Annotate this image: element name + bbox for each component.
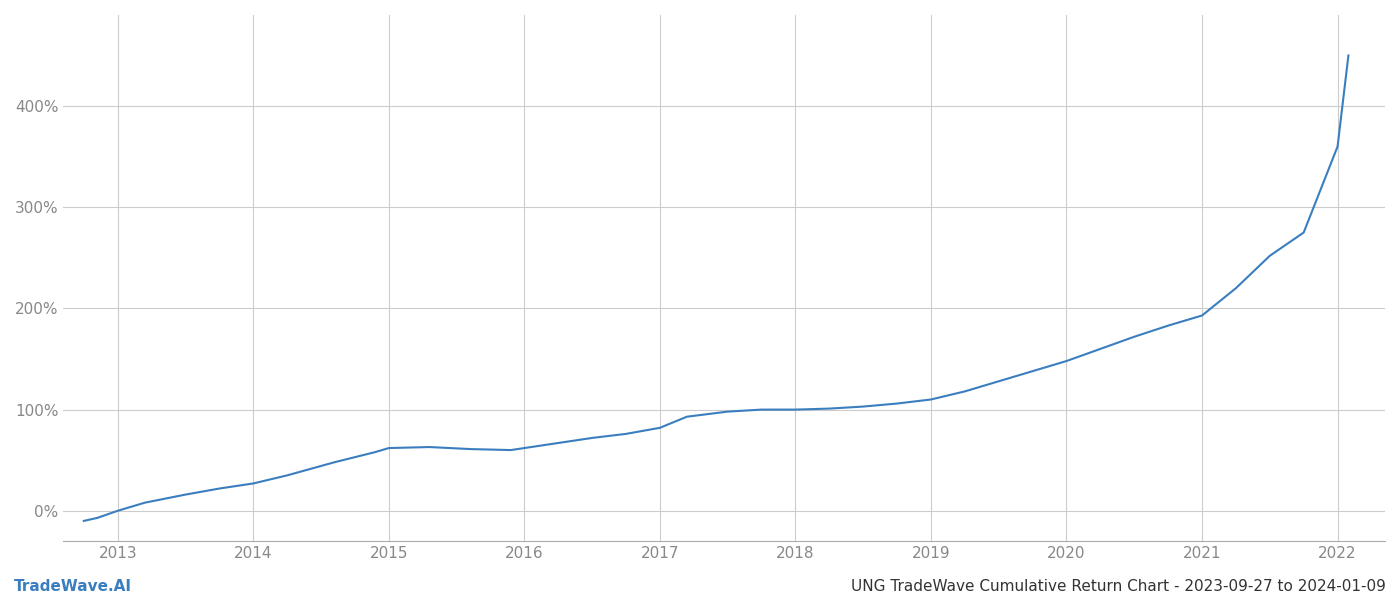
Text: UNG TradeWave Cumulative Return Chart - 2023-09-27 to 2024-01-09: UNG TradeWave Cumulative Return Chart - … [851,579,1386,594]
Text: TradeWave.AI: TradeWave.AI [14,579,132,594]
